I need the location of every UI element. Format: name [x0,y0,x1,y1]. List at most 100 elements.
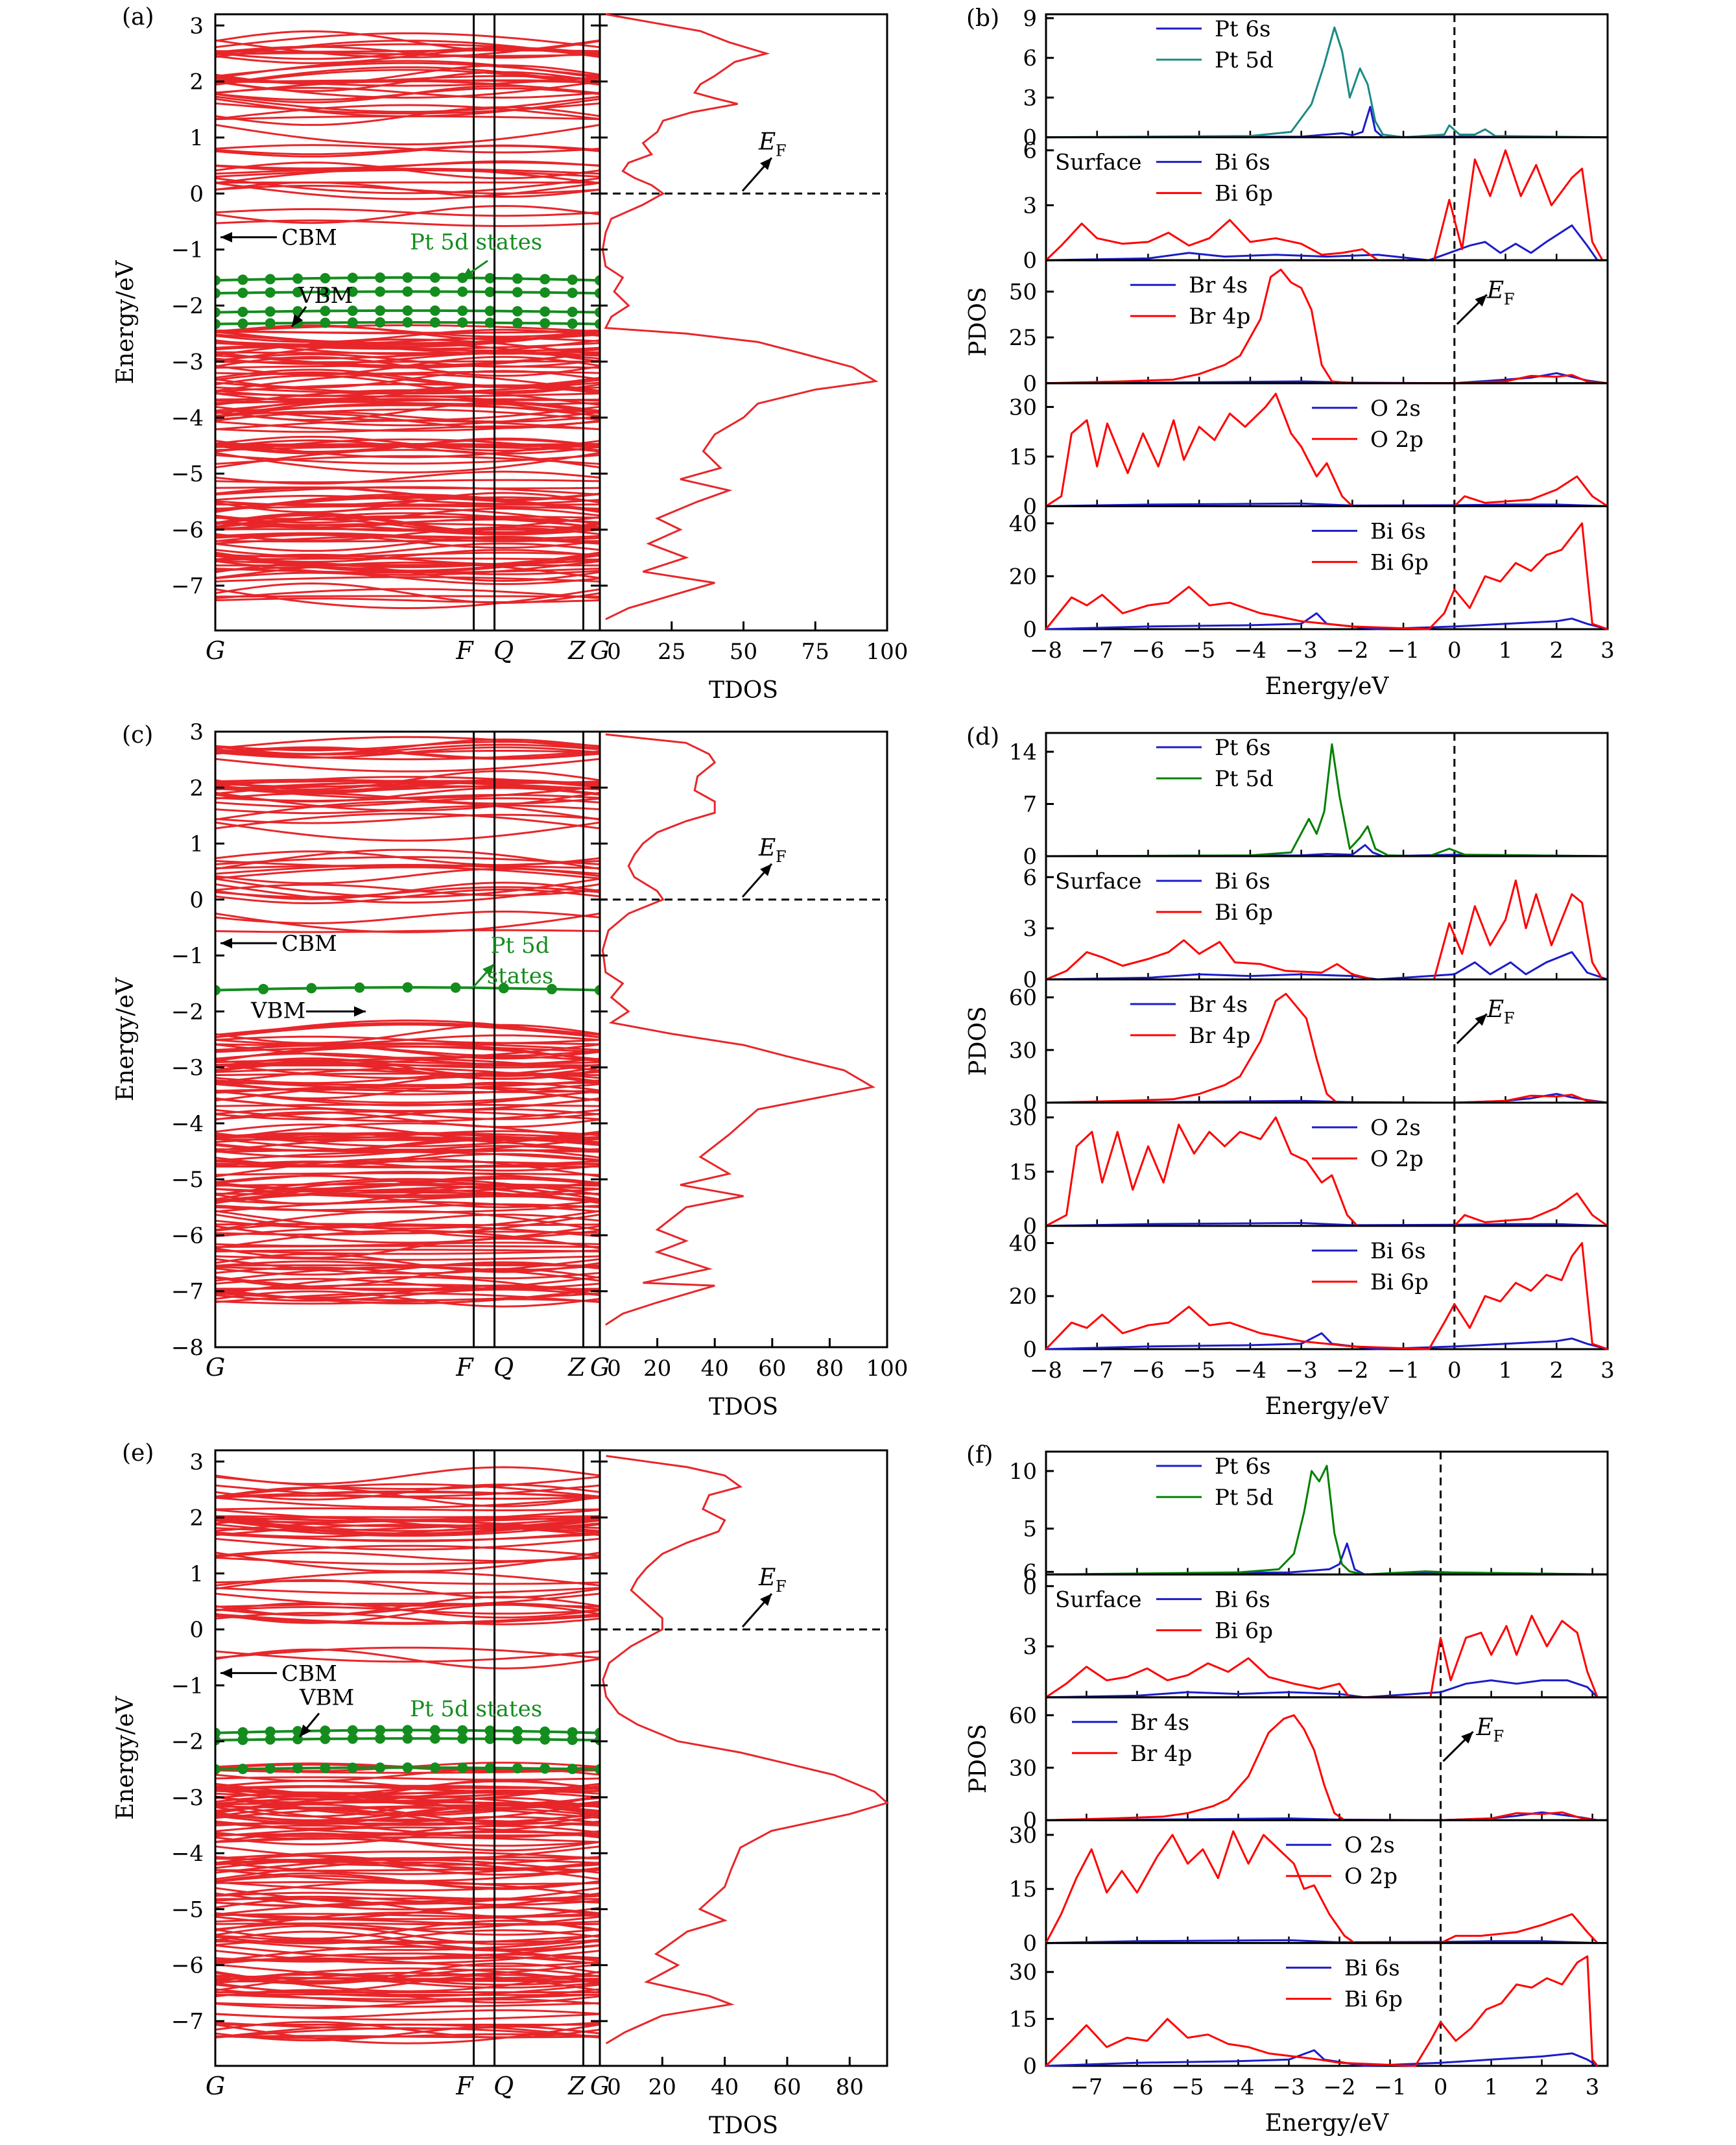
y-tick-label: 6 [1023,1559,1037,1585]
band-line [215,492,600,514]
band-line [215,867,600,885]
y-tick-label: 30 [1009,1038,1037,1064]
arrow-head [462,267,475,279]
pt5d-label: Pt 5d states [410,1696,542,1722]
pt5d-dot [498,983,509,994]
x-tick-label: 80 [816,1356,844,1382]
y-tick-label: 15 [1009,444,1037,470]
pt5d-dot [595,288,600,299]
x-axis-label: Energy/eV [1265,673,1390,700]
band-line [215,781,600,791]
band-line [215,1160,600,1166]
pdos-series-line [1045,392,1608,507]
band-line [215,1803,600,1823]
band-line [215,758,600,773]
band-line [215,1068,600,1084]
legend-label: Pt 5d [1215,766,1274,792]
band-line [215,1938,600,1951]
x-tick-label: 100 [866,1356,909,1382]
x-tick-label: 3 [1600,638,1615,664]
x-tick-label: 50 [730,639,757,665]
tdos-frame [599,1449,888,2067]
band-line [215,1507,600,1511]
pt5d-dot [237,1727,248,1738]
y-tick-label: 0 [1023,617,1037,643]
pt5d-dot [402,1762,413,1773]
pt5d-label: Pt 5d [491,933,550,959]
pdos-subplot: 6 5 10 Pt 6s Pt 5d [1009,1450,1609,1585]
kpoint-label: G [206,2072,225,2100]
y-tick-label: 15 [1009,2007,1037,2033]
pdos-series-line [1045,1955,1599,2067]
band-line [215,750,600,756]
pdos-subplot: 0 15 30 O 2s O 2p [1009,1101,1609,1240]
band-line [215,1837,600,1847]
cbm-arrow [220,232,277,243]
arrow-head [220,938,232,949]
pdos-series-line [1045,1332,1608,1350]
kpoint-label: G [206,1353,225,1382]
subplot-frame [1045,978,1609,1104]
tdos-frame [599,730,888,1348]
pt5d-dot [237,1734,248,1745]
pt5d-dot [567,1727,578,1738]
band-line [215,1241,600,1247]
band-line [215,1868,600,1872]
band-line [215,1831,600,1838]
legend-label: Pt 5d [1215,47,1274,73]
legend-label: Pt 5d [1215,1485,1274,1511]
pt5d-dot [265,306,276,317]
pt5d-dot [375,1733,386,1744]
band-line [215,1579,600,1599]
band-line [215,115,600,121]
x-tick-label: 20 [648,2074,676,2100]
y-tick-label: 30 [1009,1105,1037,1131]
band-line [215,1515,600,1518]
pt5d-dot [429,272,440,283]
band-line [215,1024,600,1044]
band-line [215,208,600,217]
legend-label: O 2s [1344,1832,1395,1858]
y-tick-label: 6 [1023,138,1037,164]
band-line [215,523,600,536]
pt5d-dot [292,1725,303,1736]
y-axis-label: PDOS [965,1724,992,1793]
pt5d-dot [347,1725,358,1736]
band-line [215,1552,600,1573]
y-tick-label: 0 [1023,967,1037,993]
x-tick-label: −3 [1272,2074,1305,2100]
pt5d-dot [265,1734,276,1745]
y-tick-label: 20 [1009,1284,1037,1310]
x-tick-label: 0 [1447,1358,1462,1384]
panel-label-f: (f) [966,1442,993,1468]
y-tick-label: 0 [1023,494,1037,520]
legend-label: Bi 6p [1370,1269,1429,1295]
band-line [215,325,600,338]
pt5d-dot [540,287,551,298]
band-line [215,912,600,933]
pt5d-dot [567,306,578,317]
pt5d-dot [429,1733,440,1744]
band-line [215,1898,600,1918]
y-tick-label: 0 [1023,248,1037,274]
band-line [215,929,600,933]
pt5d-dot [512,1734,523,1745]
band-line [215,1993,600,2000]
pt5d-dot [484,317,495,328]
band-line [215,560,600,576]
cbm-arrow [220,938,277,949]
pt5d-dot [292,1763,303,1774]
band-line [215,355,600,376]
pt5d-dot [429,317,440,328]
pt5d-dot [540,1763,551,1774]
pdos-series-line [1045,743,1608,857]
band-line [215,576,600,582]
x-tick-label: −1 [1373,2074,1406,2100]
pt5d-dot [265,274,276,285]
band-line [215,1803,600,1823]
band-line [215,1869,600,1882]
kpoint-label: Z [567,636,586,665]
band-line [215,1924,600,1945]
band-line [215,2027,600,2039]
